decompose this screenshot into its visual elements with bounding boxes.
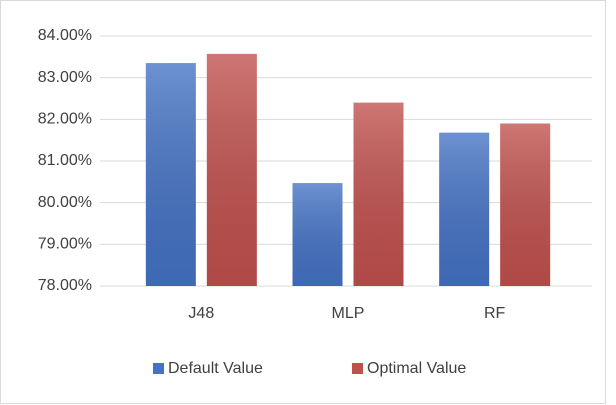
legend-swatch <box>153 363 164 374</box>
x-tick-label: RF <box>484 305 506 322</box>
y-tick-label: 78.00% <box>38 277 92 294</box>
bar-shade <box>353 102 404 287</box>
y-tick-label: 82.00% <box>38 111 92 128</box>
y-tick-label: 81.00% <box>38 152 92 169</box>
bar-shade <box>292 183 343 286</box>
legend-label: Default Value <box>168 360 263 377</box>
y-tick-label: 84.00% <box>38 27 92 44</box>
y-tick-label: 79.00% <box>38 236 92 253</box>
bar-shade <box>500 123 551 286</box>
y-tick-label: 80.00% <box>38 194 92 211</box>
x-tick-label: MLP <box>332 305 365 322</box>
bar-shade <box>439 132 490 286</box>
y-tick-label: 83.00% <box>38 69 92 86</box>
bar-shade <box>206 53 257 286</box>
bar-shade <box>145 63 196 287</box>
legend-label: Optimal Value <box>367 360 466 377</box>
legend-swatch <box>352 363 363 374</box>
x-tick-label: J48 <box>188 305 214 322</box>
